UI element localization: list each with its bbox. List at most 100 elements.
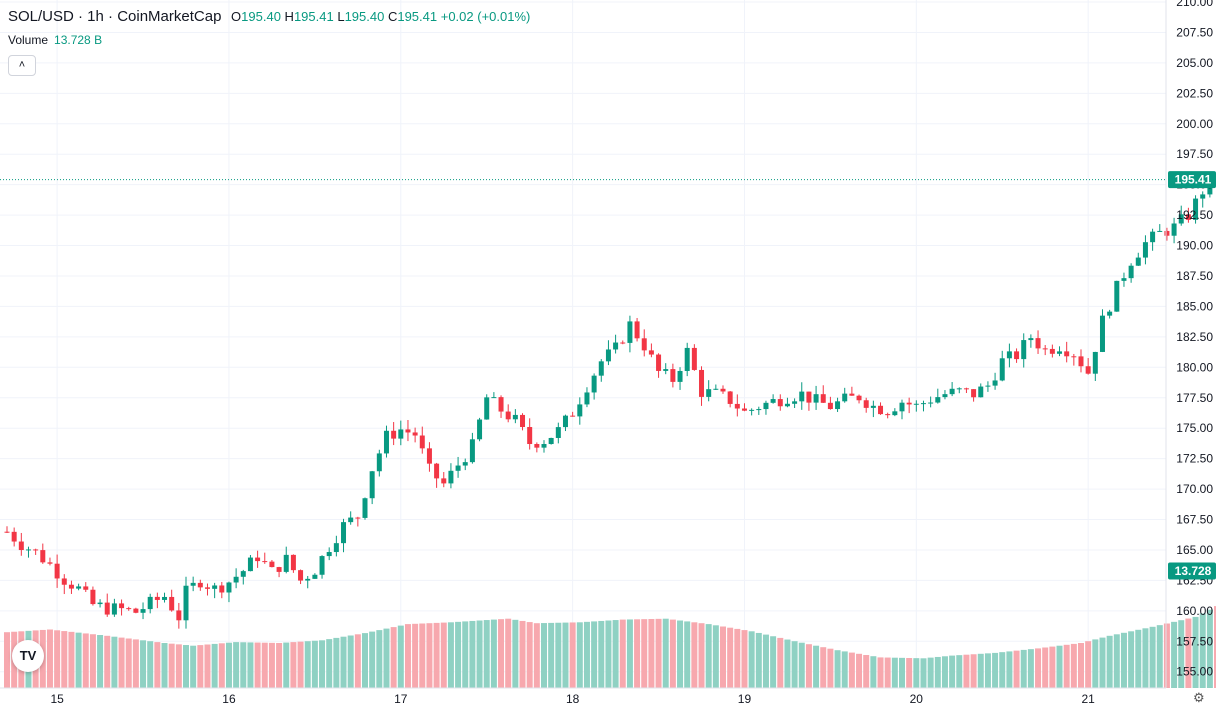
volume-bar [1107, 636, 1113, 688]
volume-bar [963, 655, 969, 688]
candle [19, 542, 24, 551]
candle [520, 415, 525, 427]
candle [370, 471, 375, 498]
candle [928, 403, 933, 404]
candle [1014, 351, 1019, 359]
volume-bar [462, 621, 468, 688]
candle [47, 562, 52, 563]
volume-bar [835, 650, 841, 688]
candle [592, 376, 597, 393]
volume-bar [405, 624, 411, 688]
volume-bar [133, 639, 139, 688]
candle [678, 371, 683, 382]
candle [1007, 351, 1012, 358]
candle [198, 583, 203, 587]
candle [255, 558, 260, 562]
volume-bar [949, 656, 955, 688]
candle [470, 439, 475, 462]
candle [900, 403, 905, 412]
x-axis[interactable]: 151617181920212215:00 [50, 692, 1216, 706]
candle [721, 389, 726, 392]
volume-bar [276, 643, 282, 688]
symbol-title[interactable]: SOL/USD · 1h · CoinMarketCap [8, 8, 221, 25]
volume-bar [799, 643, 805, 688]
candle [1129, 266, 1134, 278]
candle [226, 582, 231, 592]
candle [849, 394, 854, 396]
candle [534, 444, 539, 448]
volume-bar [233, 642, 239, 688]
volume-bar [1064, 645, 1070, 688]
open-value: 195.40 [241, 9, 281, 24]
volume-bar [1164, 624, 1170, 689]
candle [398, 429, 403, 438]
volume-bar [498, 619, 504, 688]
x-tick-label: 19 [738, 692, 752, 706]
candle [105, 603, 110, 615]
y-tick-label: 175.00 [1176, 421, 1213, 435]
x-tick-label: 20 [910, 692, 924, 706]
volume-bar [534, 623, 540, 688]
high-value: 195.41 [294, 9, 334, 24]
y-tick-label: 185.00 [1176, 299, 1213, 313]
volume-bar [269, 643, 275, 688]
candle [312, 575, 317, 579]
volume-bar [777, 638, 783, 688]
volume-bar [419, 624, 425, 689]
volume-bar [119, 638, 125, 688]
y-tick-label: 177.50 [1176, 391, 1213, 405]
y-tick-label: 172.50 [1176, 452, 1213, 466]
candle [1114, 281, 1119, 312]
candle [885, 414, 890, 415]
candle [1057, 351, 1062, 353]
volume-bar [391, 627, 397, 688]
volume-bar [570, 622, 576, 688]
volume-bar [842, 651, 848, 688]
candle [456, 466, 461, 471]
volume-bar [512, 620, 518, 688]
volume-bar [290, 642, 296, 688]
volume-bar [734, 629, 740, 688]
volume-bar [713, 625, 719, 688]
candle [685, 348, 690, 371]
volume-bar [1114, 634, 1120, 688]
tradingview-logo[interactable]: TV [12, 640, 44, 672]
volume-bar [1078, 643, 1084, 688]
gear-icon[interactable]: ⚙ [1193, 690, 1205, 706]
volume-bar [283, 643, 289, 688]
volume-bar [670, 620, 676, 688]
volume-bar [634, 619, 640, 688]
candle [176, 610, 181, 620]
candle [1100, 316, 1105, 352]
volume-bar [441, 623, 447, 688]
candle [549, 438, 554, 444]
volume-bar [1135, 630, 1141, 688]
candle [1164, 231, 1169, 236]
volume-bar [913, 658, 919, 688]
candle [563, 416, 568, 427]
volume-bar [591, 621, 597, 688]
candle [627, 321, 632, 342]
candle [842, 394, 847, 402]
candle [12, 532, 17, 542]
volume-bar [684, 621, 690, 688]
volume-bar [219, 643, 225, 688]
volume-bar [920, 658, 926, 688]
volume-bar [369, 632, 375, 688]
candle [148, 597, 153, 609]
candle [506, 412, 511, 420]
candle [993, 380, 998, 385]
volume-bar [169, 644, 175, 688]
candle [1064, 351, 1069, 356]
volume-bar [491, 620, 497, 688]
candle [706, 389, 711, 397]
x-tick-label: 16 [222, 692, 236, 706]
collapse-legend-button[interactable]: ˄ [8, 55, 36, 76]
volume-bar [83, 633, 89, 688]
y-tick-label: 200.00 [1176, 117, 1213, 131]
candle [62, 578, 67, 584]
candle [1143, 242, 1148, 257]
